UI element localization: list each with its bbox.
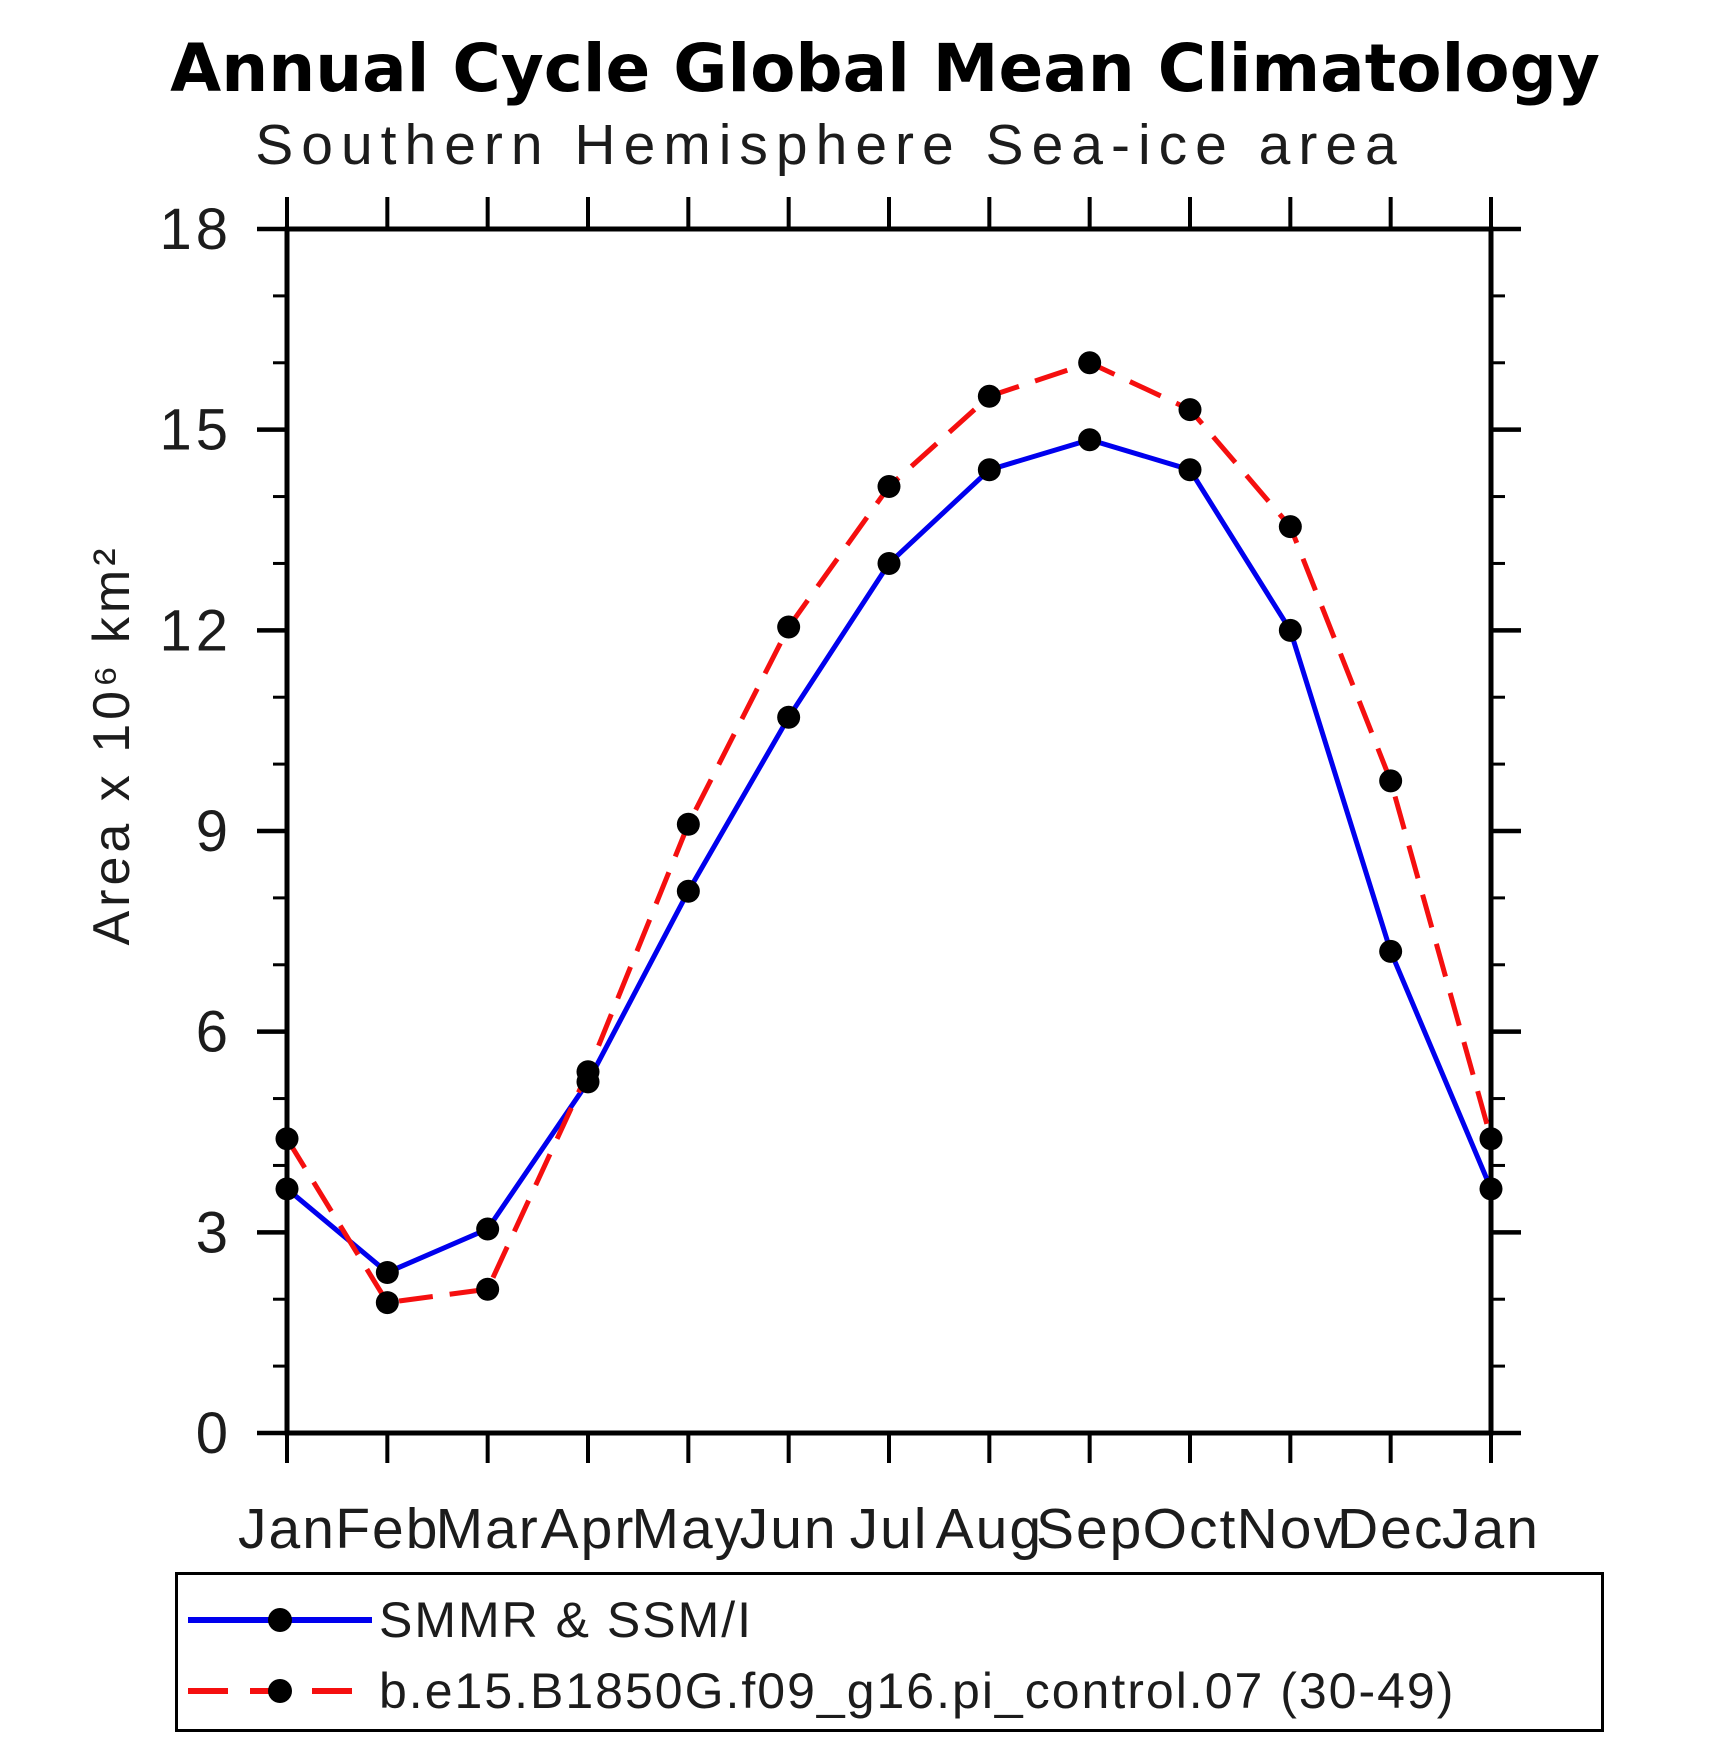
plot-frame [284,226,1494,1436]
y-tick-label: 12 [159,598,232,663]
data-point-marker [1178,458,1202,482]
data-point-marker [977,384,1001,408]
page-title: Annual Cycle Global Mean Climatology [170,30,1600,107]
data-point-marker [1479,1127,1503,1151]
data-point-marker [375,1291,399,1315]
legend-item-observation: SMMR & SSM/I [184,1585,753,1655]
data-point-marker [1379,769,1403,793]
y-tick-label: 15 [159,398,232,463]
data-point-marker [1379,939,1403,963]
data-point-marker [877,475,901,499]
y-tick-label: 6 [196,1000,232,1065]
data-point-marker [1078,428,1102,452]
data-point-marker [275,1127,299,1151]
data-point-marker [576,1060,600,1084]
data-point-marker [476,1217,500,1241]
series-line-1 [284,360,1494,1306]
data-point-marker [676,812,700,836]
data-point-marker [1078,351,1102,375]
data-point-marker [476,1277,500,1301]
x-tick-label: Feb [335,1497,439,1560]
legend-swatch-solid-line [188,1608,372,1632]
data-point-marker [1178,398,1202,422]
x-tick-label: Apr [541,1497,636,1560]
x-tick-label: Sep [1036,1497,1143,1560]
x-tick-label: Mar [436,1497,540,1560]
data-point-marker [1278,618,1302,642]
legend-item-model: b.e15.B1850G.f09_g16.pi_control.07 (30-4… [184,1656,1455,1726]
data-point-marker [676,879,700,903]
x-tick-label: Jan [1442,1497,1540,1560]
data-point-marker [275,1177,299,1201]
legend: SMMR & SSM/I b.e15.B1850G.f09_g16.pi_con… [175,1572,1604,1732]
legend-label-model: b.e15.B1850G.f09_g16.pi_control.07 (30-4… [379,1663,1456,1719]
x-tick-label: Dec [1337,1497,1444,1560]
x-tick-label: May [631,1497,745,1560]
y-tick-label: 9 [196,799,232,864]
x-tick-label: Jul [850,1497,929,1560]
data-point-marker [777,705,801,729]
legend-swatch-dashed-line [188,1679,372,1703]
x-tick-label: Oct [1143,1497,1238,1560]
y-tick-label: 3 [196,1200,232,1265]
data-point-marker [375,1260,399,1284]
data-point-marker [877,551,901,575]
legend-marker-dot [268,1679,292,1703]
x-tick-label: Jan [238,1497,336,1560]
legend-marker-dot [268,1608,292,1632]
x-tick-label: Aug [936,1497,1043,1560]
data-point-marker [1278,515,1302,539]
data-point-marker [777,615,801,639]
y-tick-label: 0 [196,1401,232,1466]
chart-subtitle: Southern Hemisphere Sea-ice area [255,113,1405,177]
data-point-marker [1479,1177,1503,1201]
x-tick-label: Jun [740,1497,838,1560]
y-tick-label: 18 [159,197,232,262]
x-tick-label: Nov [1237,1497,1344,1560]
legend-label-observation: SMMR & SSM/I [379,1592,754,1648]
data-point-marker [977,458,1001,482]
